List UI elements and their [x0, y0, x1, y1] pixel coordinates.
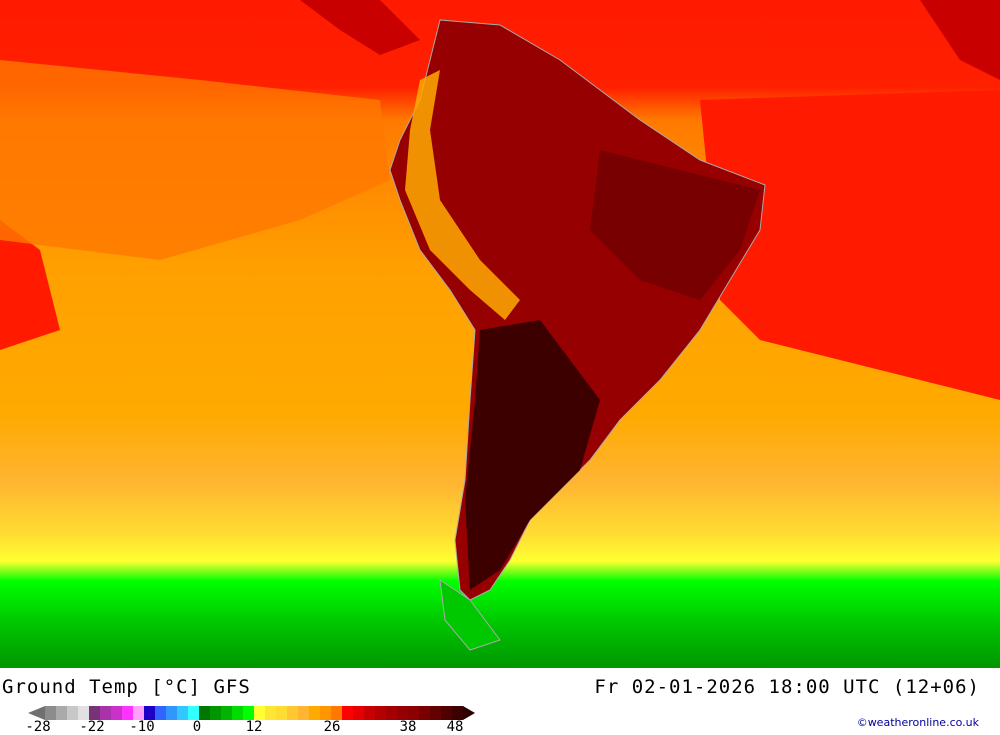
legend-swatch [133, 706, 144, 720]
warm-pool-east [700, 90, 1000, 400]
legend-tick: -28 [25, 719, 51, 735]
legend-tick: -10 [129, 719, 155, 735]
legend-tick: 0 [192, 719, 202, 735]
map-title: Ground Temp [°C] GFS [2, 676, 251, 698]
legend-swatch [45, 706, 56, 720]
credit-link[interactable]: ©weatheronline.co.uk [856, 716, 979, 729]
legend-swatch [221, 706, 232, 720]
legend-swatch [56, 706, 67, 720]
legend-swatch [430, 706, 441, 720]
legend-swatch [166, 706, 177, 720]
legend-swatch [188, 706, 199, 720]
legend-swatch [452, 706, 463, 720]
legend-swatch [331, 706, 342, 720]
legend-swatch [375, 706, 386, 720]
legend-swatch [89, 706, 100, 720]
legend-swatch [386, 706, 397, 720]
legend-swatch [155, 706, 166, 720]
legend-swatch [243, 706, 254, 720]
legend-tick: 38 [399, 719, 417, 735]
legend-swatch [122, 706, 133, 720]
tierra-del-fuego [439, 578, 501, 651]
legend-tick: 48 [446, 719, 464, 735]
legend-swatch [78, 706, 89, 720]
forecast-datetime: Fr 02-01-2026 18:00 UTC (12+06) [594, 676, 980, 698]
legend-swatch [287, 706, 298, 720]
legend-tick: 26 [323, 719, 341, 735]
legend-swatch [397, 706, 408, 720]
temperature-map [0, 0, 1000, 668]
legend-swatch [342, 706, 353, 720]
legend-swatch [320, 706, 331, 720]
legend-swatch [177, 706, 188, 720]
legend-swatch [265, 706, 276, 720]
patagonia-hot [465, 320, 600, 590]
legend-swatch [100, 706, 111, 720]
brazil-hot [590, 150, 760, 300]
legend-swatch [210, 706, 221, 720]
warm-pool-west [0, 220, 60, 350]
legend-swatch [254, 706, 265, 720]
legend-arrow-right [463, 706, 475, 720]
legend-swatch [111, 706, 122, 720]
legend-tick: 12 [245, 719, 263, 735]
legend-swatch [309, 706, 320, 720]
north-america-right [920, 0, 1000, 80]
legend-arrow-left [28, 706, 45, 720]
legend-swatch [67, 706, 78, 720]
legend-swatch [199, 706, 210, 720]
legend-swatch [364, 706, 375, 720]
legend-swatch [419, 706, 430, 720]
legend-swatch [144, 706, 155, 720]
legend-swatch [353, 706, 364, 720]
north-america-left [300, 0, 420, 55]
legend-tick: -22 [79, 719, 105, 735]
legend-swatch [298, 706, 309, 720]
legend-swatch [276, 706, 287, 720]
legend-swatch [408, 706, 419, 720]
color-legend [28, 706, 475, 720]
orange-west [0, 60, 390, 260]
andes [405, 70, 520, 320]
legend-swatch [441, 706, 452, 720]
legend-swatch [232, 706, 243, 720]
